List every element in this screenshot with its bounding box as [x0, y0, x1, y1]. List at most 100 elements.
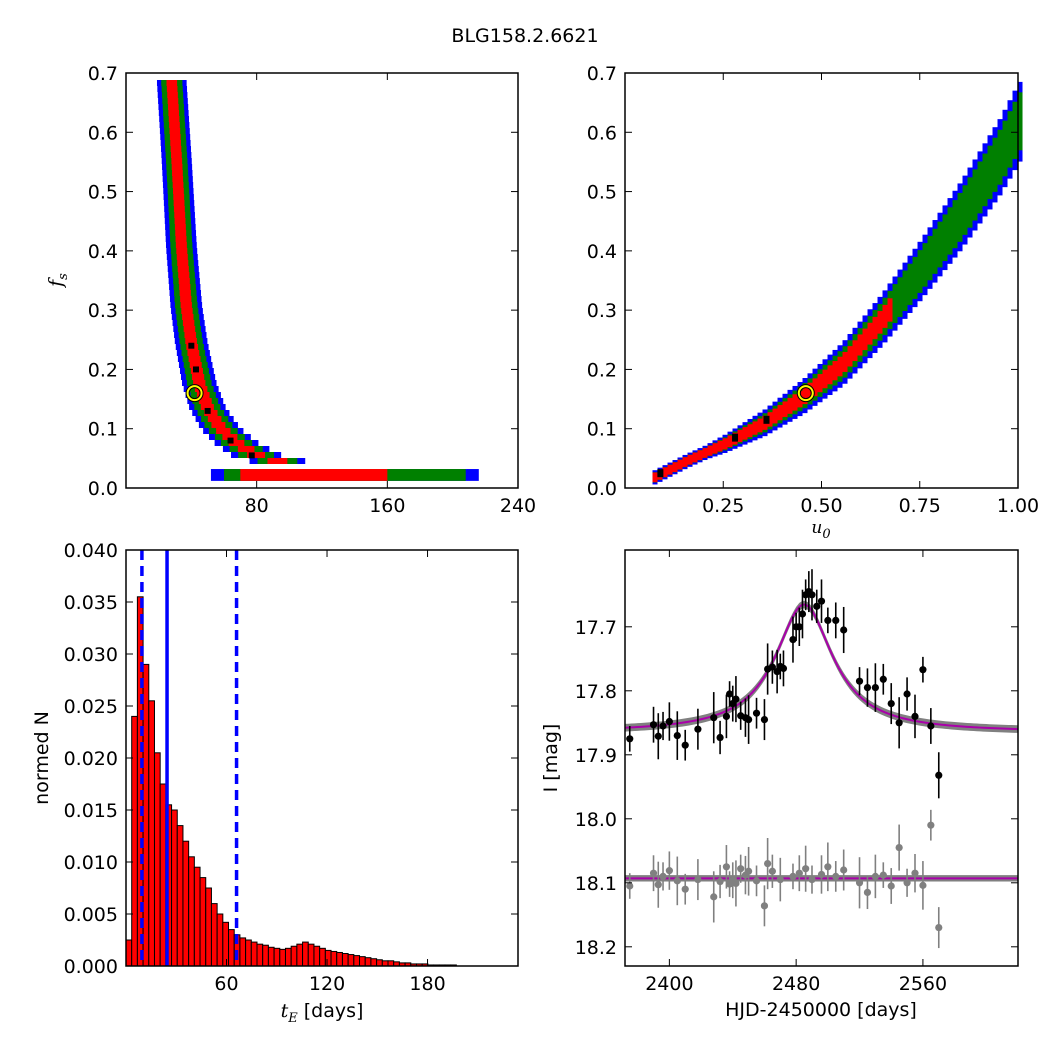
confidence-cell: [176, 254, 188, 260]
y-tick-label: 0.3: [88, 300, 118, 322]
data-point: [911, 869, 919, 877]
histogram-bar: [370, 958, 378, 967]
confidence-cell: [927, 235, 933, 281]
confidence-cell: [712, 443, 718, 454]
confidence-cell: [169, 128, 181, 134]
histogram-bar: [273, 947, 281, 967]
confidence-cell: [180, 302, 192, 308]
y-tick-label: 0.010: [64, 852, 118, 874]
data-point: [871, 872, 879, 881]
confidence-cell: [1007, 111, 1013, 168]
confidence-cell: [782, 401, 788, 418]
confidence-cell: [177, 266, 189, 272]
x-tick-label: 180: [409, 973, 445, 995]
confidence-cell: [173, 200, 185, 206]
confidence-cell: [191, 374, 205, 380]
histogram-bar: [319, 947, 326, 967]
y-tick-label: 0.000: [64, 956, 118, 978]
confidence-core: [763, 415, 770, 424]
data-point: [681, 885, 689, 893]
confidence-cell: [170, 140, 181, 146]
histogram-bar: [336, 951, 343, 967]
confidence-cell: [189, 362, 202, 368]
confidence-cell: [857, 334, 863, 356]
data-point: [808, 591, 816, 599]
data-point: [732, 695, 740, 703]
confidence-cell: [180, 296, 192, 302]
histogram-bar: [381, 960, 389, 967]
confidence-cell: [892, 284, 898, 324]
confidence-cell: [682, 457, 688, 467]
y-tick-label: 0.6: [88, 122, 118, 144]
data-point: [824, 863, 832, 871]
confidence-cell: [667, 464, 673, 475]
panel-fs-vs-tE: 80 160 240 0.0 0.1 0.2 0.3 0.4 0.5 0.6 0.7 fs: [45, 63, 536, 517]
confidence-cell: [184, 332, 197, 338]
data-point: [626, 882, 634, 890]
data-point: [694, 725, 702, 733]
data-point: [879, 675, 887, 683]
data-point: [802, 865, 810, 873]
data-point: [665, 867, 673, 875]
y-tick-label: 0.025: [64, 696, 118, 718]
histogram-bar: [279, 948, 286, 967]
data-point: [779, 664, 788, 673]
confidence-cell: [175, 242, 187, 248]
confidence-cell: [702, 448, 708, 458]
confidence-cell: [912, 256, 918, 299]
data-point: [760, 902, 769, 910]
best-fit-marker: [186, 385, 203, 402]
confidence-cell: [267, 458, 288, 464]
confidence-cell: [897, 277, 903, 318]
x-tick-label: 0.25: [702, 495, 744, 517]
histogram-bar: [188, 856, 195, 967]
histogram-bar: [302, 941, 309, 967]
confidence-cell: [842, 351, 848, 372]
confidence-cell: [198, 398, 212, 404]
y-axis-label: I [mag]: [540, 724, 562, 793]
confidence-cell: [977, 161, 983, 214]
confidence-cell: [837, 356, 843, 377]
confidence-cell: [166, 80, 178, 86]
confidence-tail: [240, 469, 388, 481]
figure-suptitle: BLG158.2.6621: [451, 25, 598, 47]
confidence-cell: [171, 152, 182, 158]
x-axis-label: u0: [811, 518, 830, 542]
data-point: [776, 876, 784, 884]
confidence-cell: [772, 408, 778, 424]
y-tick-label: 0.2: [587, 359, 617, 381]
confidence-cell: [171, 158, 183, 164]
confidence-cell: [812, 378, 818, 397]
histogram-bar: [250, 941, 258, 967]
confidence-cell: [179, 284, 191, 290]
y-tick-label: 0.035: [64, 592, 118, 614]
confidence-cell: [882, 304, 888, 328]
confidence-cell: [877, 311, 883, 334]
confidence-cell: [211, 422, 226, 428]
confidence-cell: [174, 212, 186, 218]
confidence-cell: [174, 218, 186, 224]
x-tick-label: 60: [214, 973, 238, 995]
histogram-bar: [245, 939, 252, 967]
x-tick-label: 80: [245, 495, 269, 517]
x-tick-label: 1.00: [997, 495, 1039, 517]
y-tick-label: 0.030: [64, 644, 118, 666]
confidence-cell: [907, 263, 913, 305]
confidence-cell: [722, 438, 728, 450]
x-tick-label: 0.50: [800, 495, 842, 517]
confidence-cell: [872, 316, 878, 340]
confidence-cell: [757, 418, 763, 433]
confidence-cell: [727, 435, 733, 448]
confidence-cell: [692, 452, 698, 463]
confidence-cell: [204, 410, 218, 416]
confidence-cell: [175, 230, 187, 236]
data-point: [654, 732, 662, 740]
data-point: [840, 866, 848, 874]
data-point: [919, 666, 927, 674]
data-point: [798, 610, 807, 618]
data-point: [694, 876, 702, 884]
confidence-cell: [672, 462, 678, 473]
data-point: [649, 869, 658, 877]
confidence-cell: [887, 298, 893, 322]
confidence-cell: [697, 450, 703, 461]
